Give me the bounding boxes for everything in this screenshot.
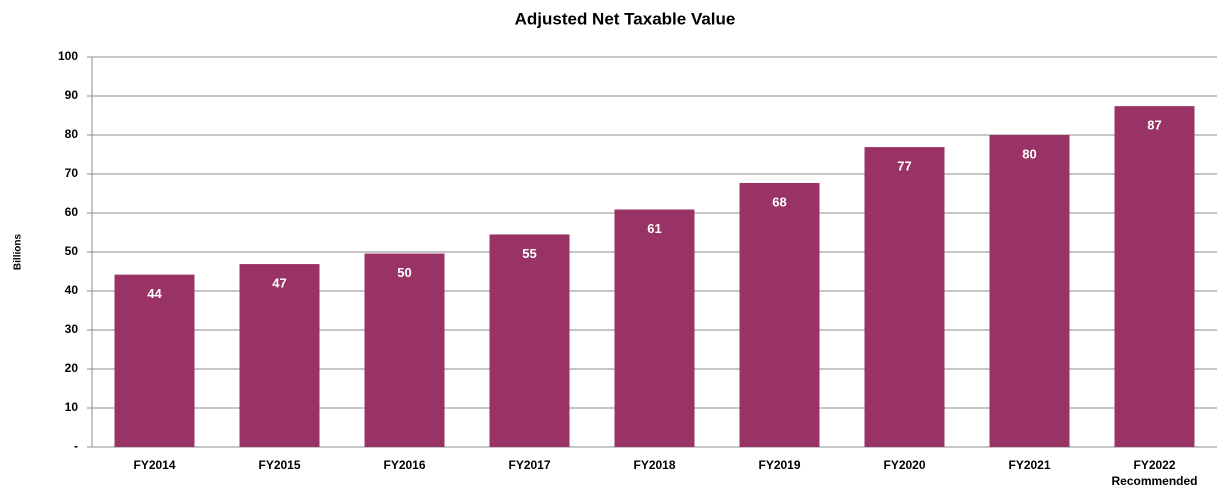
- y-tick-label: 30: [65, 322, 79, 336]
- bar: [739, 182, 820, 447]
- data-label: 87: [1147, 118, 1161, 133]
- bar: [614, 209, 695, 447]
- x-tick-label: FY2019: [758, 458, 800, 472]
- y-tick-label: 10: [65, 400, 79, 414]
- y-tick-label: 50: [65, 244, 79, 258]
- y-tick-label: 90: [65, 88, 79, 102]
- y-axis-label: Billions: [13, 234, 24, 271]
- x-tick-label: FY2014: [133, 458, 175, 472]
- data-label: 47: [272, 276, 286, 291]
- y-tick-label: 20: [65, 361, 79, 375]
- x-tick-label: FY2021: [1008, 458, 1050, 472]
- data-label: 68: [772, 194, 786, 209]
- data-label: 80: [1022, 146, 1036, 161]
- data-label: 50: [397, 265, 411, 280]
- bar: [864, 147, 945, 447]
- y-tick-label: 100: [58, 49, 78, 63]
- x-tick-label: FY2018: [633, 458, 675, 472]
- y-tick-label: 40: [65, 283, 79, 297]
- bar: [989, 135, 1070, 447]
- y-tick-label: -: [74, 439, 78, 453]
- bar: [489, 234, 570, 447]
- y-tick-label: 80: [65, 127, 79, 141]
- bar: [1114, 106, 1195, 447]
- x-tick-label: FY2022 Recommended: [1111, 458, 1197, 488]
- data-label: 55: [522, 246, 536, 261]
- data-label: 44: [147, 286, 162, 301]
- bar: [239, 264, 320, 447]
- x-tick-label: FY2017: [508, 458, 550, 472]
- y-tick-label: 60: [65, 205, 79, 219]
- x-tick-label: FY2020: [883, 458, 925, 472]
- data-label: 77: [897, 159, 911, 174]
- chart-title: Adjusted Net Taxable Value: [515, 9, 736, 28]
- x-tick-label: FY2015: [258, 458, 300, 472]
- y-tick-label: 70: [65, 166, 79, 180]
- bar: [364, 253, 445, 447]
- x-tick-label: FY2016: [383, 458, 425, 472]
- data-label: 61: [647, 221, 661, 236]
- bar: [114, 274, 195, 447]
